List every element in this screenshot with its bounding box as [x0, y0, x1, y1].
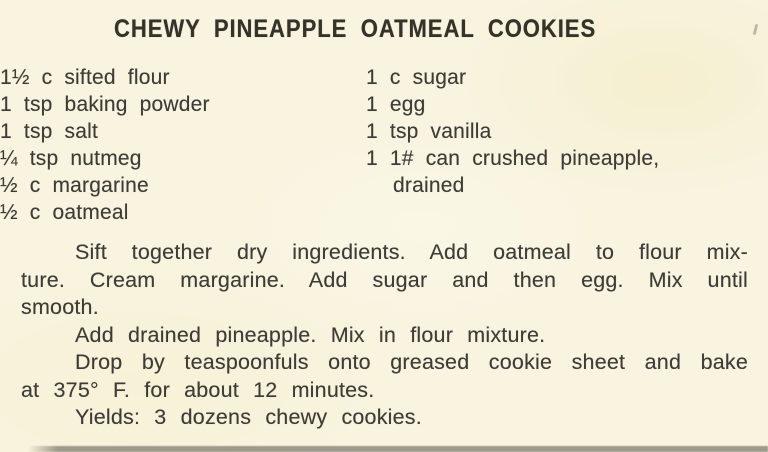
ingredient-item: ¼ tsp nutmeg — [0, 147, 142, 170]
instruction-line: ture. Cream margarine. Add sugar and the… — [21, 267, 748, 292]
ingredient-item: 1½ c sifted flour — [0, 66, 170, 89]
page-title: CHEWY PINEAPPLE OATMEAL COOKIES — [0, 0, 768, 43]
instruction-line: Drop by teaspoonfuls onto greased cookie… — [75, 350, 748, 374]
ingredient-item: ½ c oatmeal — [0, 201, 129, 224]
ingredient-item: 1 tsp salt — [0, 120, 99, 143]
ingredient-item: 1 c sugar — [366, 66, 467, 89]
instruction-line: at 375° F. for about 12 minutes. — [21, 377, 375, 402]
scan-edge-shadow — [28, 446, 768, 452]
ingredient-item: ½ c margarine — [0, 174, 149, 197]
instruction-line: smooth. — [21, 295, 99, 319]
ingredient-item: 1 egg — [366, 93, 426, 116]
instruction-line: Add drained pineapple. Mix in flour mixt… — [75, 322, 546, 347]
ingredients-section: 1½ c sifted flour 1 tsp baking powder 1 ts… — [0, 64, 768, 226]
ingredient-item: 1 tsp baking powder — [0, 93, 210, 116]
instruction-line: Yields: 3 dozens chewy cookies. — [75, 405, 422, 429]
instructions-section: Sift together dry ingredients. Add oatme… — [0, 239, 768, 432]
ingredient-item: drained — [393, 174, 465, 197]
recipe-title: CHEWY PINEAPPLE OATMEAL COOKIES — [113, 15, 597, 44]
ingredients-list-right: 1 c sugar 1 egg 1 tsp vanilla 1 1# can crus… — [366, 64, 768, 226]
instruction-line: Sift together dry ingredients. Add oatme… — [75, 240, 748, 264]
ingredient-item: 1 1# can crushed pineapple, — [366, 147, 660, 170]
ingredient-item: 1 tsp vanilla — [366, 120, 492, 143]
ingredients-list-left: 1½ c sifted flour 1 tsp baking powder 1 ts… — [0, 64, 366, 226]
